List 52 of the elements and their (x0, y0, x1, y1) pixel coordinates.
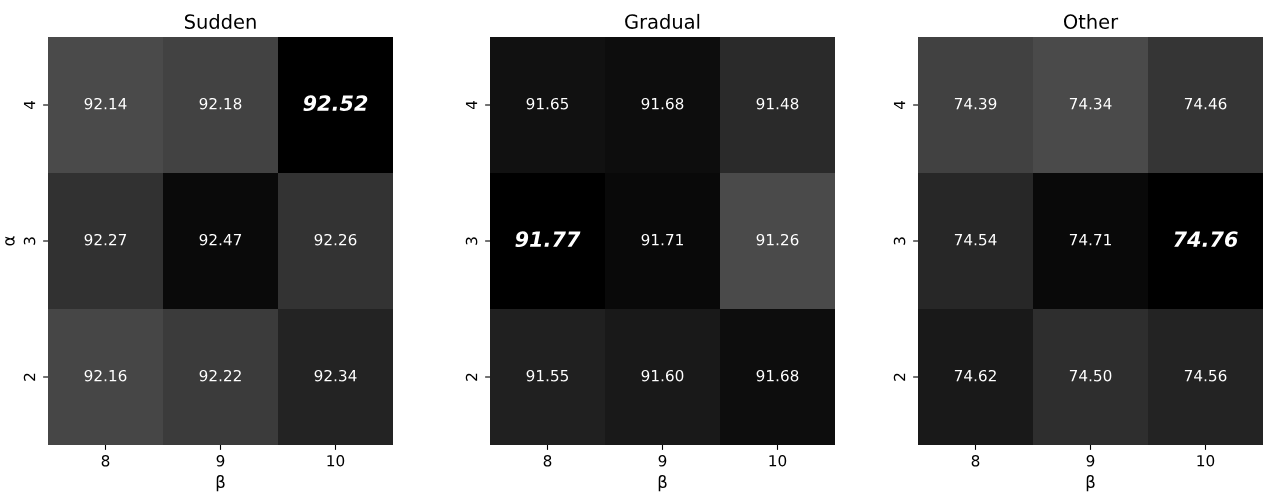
chart-title: Other (1063, 13, 1119, 29)
x-tick-label: 10 (769, 454, 787, 467)
x-tick-label: 8 (543, 454, 552, 467)
data-label: 74.76 (1174, 231, 1238, 248)
data-label: 74.62 (954, 369, 996, 382)
data-label: 92.34 (314, 369, 357, 382)
data-label: 91.65 (526, 97, 569, 110)
x-tick-label: 8 (101, 454, 110, 467)
x-tick-label: 9 (1086, 454, 1095, 467)
data-label: 91.26 (756, 233, 799, 246)
data-label: 91.60 (641, 369, 684, 382)
x-axis-title: β (216, 475, 225, 492)
data-label: 74.46 (1184, 97, 1227, 110)
y-tick-label: 3 (23, 237, 36, 245)
data-label: 74.56 (1184, 369, 1227, 382)
y-tick-label: 4 (465, 101, 478, 110)
data-label: 92.52 (303, 95, 368, 112)
chart-title: Sudden (184, 13, 256, 29)
data-label: 74.34 (1069, 97, 1112, 110)
data-label: 91.68 (756, 369, 799, 382)
data-label: 92.14 (84, 97, 127, 110)
y-tick-label: 3 (465, 237, 478, 245)
y-axis-title: α (5, 236, 15, 246)
data-label: 91.71 (641, 233, 683, 246)
data-label: 92.16 (84, 369, 127, 382)
y-tick-label: 3 (893, 237, 906, 245)
y-tick-label: 4 (23, 101, 36, 110)
data-label: 74.50 (1069, 369, 1112, 382)
data-label: 92.18 (199, 97, 242, 110)
y-tick-label: 2 (465, 373, 478, 381)
x-tick-label: 9 (216, 454, 225, 467)
x-tick-label: 9 (658, 454, 667, 467)
x-axis-title: β (1086, 475, 1095, 492)
data-label: 91.48 (756, 97, 799, 110)
data-label: 74.71 (1069, 234, 1111, 246)
data-label: 91.55 (526, 369, 569, 382)
y-tick-label: 2 (893, 373, 906, 381)
chart-title: Gradual (625, 13, 700, 29)
data-label: 92.22 (199, 369, 241, 382)
data-label: 91.68 (641, 97, 684, 110)
data-label: 92.27 (84, 233, 127, 246)
x-axis-title: β (658, 475, 667, 492)
data-label: 92.47 (199, 233, 242, 246)
x-tick-label: 8 (971, 454, 980, 467)
x-tick-label: 10 (1197, 454, 1215, 467)
y-tick-label: 4 (893, 101, 906, 110)
data-label: 91.77 (515, 231, 581, 248)
data-label: 92.26 (314, 233, 357, 246)
data-label: 74.39 (954, 97, 997, 110)
y-tick-label: 2 (23, 373, 36, 381)
x-tick-label: 10 (327, 454, 345, 467)
data-label: 74.54 (954, 234, 997, 246)
